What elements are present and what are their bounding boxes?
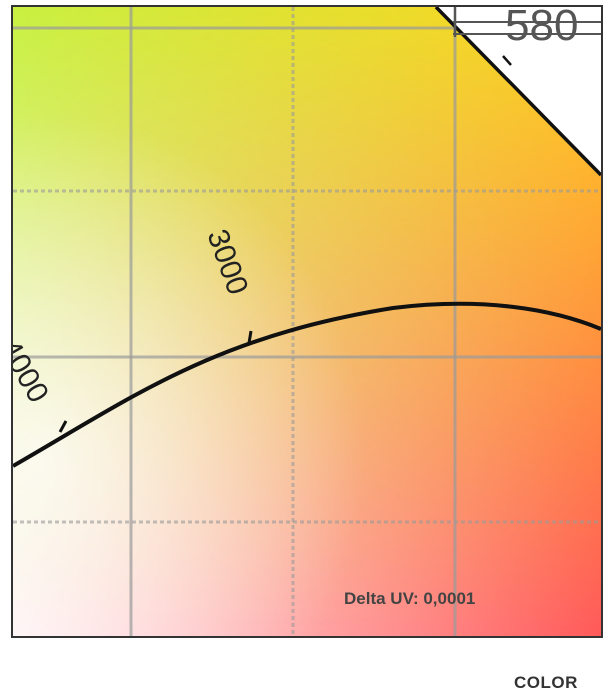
spectral-label-580: 580 [505,7,578,50]
cct-tick-4000 [58,420,68,433]
chromaticity-plot: 580 3000 4000 Delta UV: 0,0001 [11,5,603,638]
chromaticity-diagram: 580 3000 4000 [13,7,601,636]
planckian-locus-curve [13,301,601,468]
delta-uv-annotation: Delta UV: 0,0001 [344,589,476,608]
cct-tick-3000 [247,330,253,344]
white-point-glow [13,7,601,636]
color-caption: COLOR [514,673,578,692]
gridlines [13,7,601,636]
spectral-locus-tick [502,55,512,66]
